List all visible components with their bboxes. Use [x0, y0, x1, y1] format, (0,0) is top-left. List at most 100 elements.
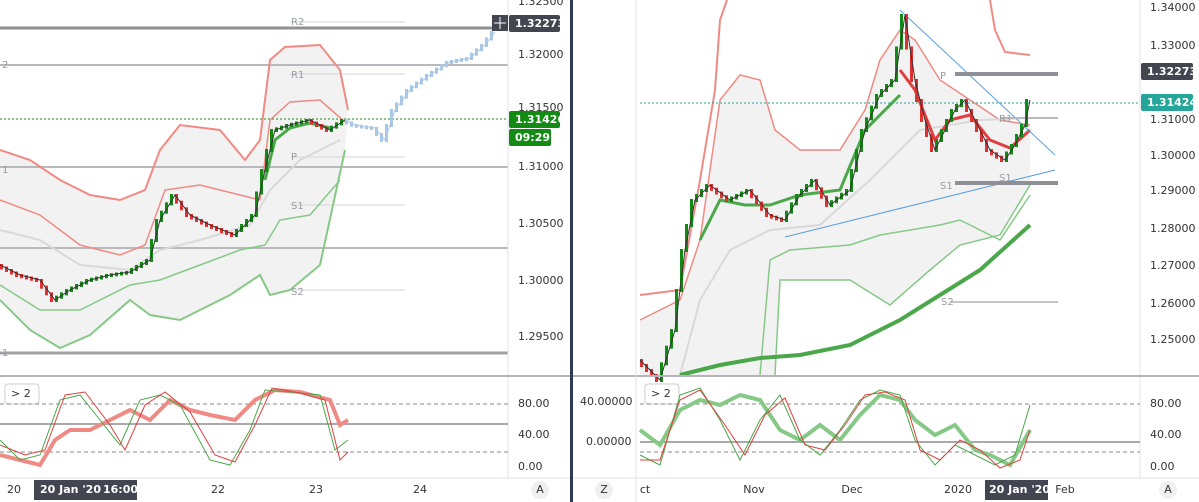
- candle: [910, 46, 913, 82]
- candle: [200, 219, 203, 225]
- decoration: [679, 117, 1031, 376]
- price-label: 1.31000: [1150, 113, 1196, 126]
- time-badge: 20 Jan '20: [989, 483, 1050, 496]
- decoration: [1141, 63, 1193, 80]
- edge-label: 2: [2, 60, 8, 71]
- candle: [970, 109, 973, 122]
- candle: [915, 79, 918, 102]
- indicator-toggle[interactable]: > 2: [11, 387, 31, 400]
- candle: [310, 119, 313, 125]
- candle: [325, 126, 328, 132]
- candle: [395, 102, 398, 112]
- candle: [30, 276, 33, 281]
- indicator-toggle[interactable]: > 2: [651, 387, 671, 400]
- candle: [660, 362, 663, 382]
- osc-label: 80.00: [1150, 397, 1182, 410]
- candle: [375, 127, 378, 136]
- price-label: 1.29000: [1150, 184, 1196, 197]
- scale-button[interactable]: A: [536, 483, 544, 496]
- price-badge: 1.31424: [1147, 96, 1197, 109]
- candle: [45, 285, 48, 296]
- candle: [760, 201, 763, 211]
- candle: [190, 214, 193, 220]
- pivot-label: S2: [941, 297, 954, 308]
- candle: [775, 215, 778, 221]
- candle: [400, 95, 403, 106]
- time-label: 23: [309, 483, 323, 496]
- candle: [860, 129, 863, 152]
- candle: [315, 121, 318, 127]
- candle: [1020, 124, 1023, 137]
- countdown-badge: 09:29: [515, 131, 550, 144]
- candle: [1000, 155, 1003, 162]
- decoration: [899, 9, 1056, 156]
- candle: [390, 109, 393, 127]
- candle: [5, 266, 8, 272]
- pivot-label: P: [291, 152, 297, 163]
- pivot-label: R1: [999, 114, 1012, 125]
- candle: [925, 119, 928, 137]
- candle: [35, 277, 38, 282]
- price-label: 1.34000: [1150, 1, 1196, 14]
- decoration: [640, 389, 1031, 469]
- time-label: 2020: [944, 483, 972, 496]
- candle: [1015, 134, 1018, 147]
- edge-label: 1: [2, 165, 8, 176]
- price-label: 1.31000: [518, 160, 564, 173]
- decoration: [0, 43, 349, 202]
- candle: [215, 226, 218, 231]
- candle: [380, 133, 383, 142]
- candle: [720, 191, 723, 199]
- time-badge: 20 Jan '20: [40, 483, 101, 496]
- candle: [790, 202, 793, 214]
- candle: [920, 99, 923, 122]
- candle: [165, 202, 168, 214]
- osc-label: 0.00: [1150, 460, 1175, 473]
- candle: [715, 187, 718, 195]
- candle: [0, 264, 3, 270]
- price-badge: 1.32273: [515, 17, 565, 30]
- decoration: [0, 119, 346, 301]
- time-label: ct: [640, 483, 651, 496]
- candle: [345, 119, 348, 125]
- osc-label: 0.00000: [586, 435, 632, 448]
- candle: [995, 152, 998, 159]
- price-label: 1.32000: [518, 48, 564, 61]
- time-badge: 16:00: [103, 483, 138, 496]
- candle: [650, 369, 653, 377]
- decoration: [509, 111, 560, 128]
- price-label: 1.30500: [518, 217, 564, 230]
- candle: [945, 119, 948, 132]
- candle: [365, 125, 368, 130]
- candle: [230, 232, 233, 237]
- right-chart: P R1 S1 S1 S2 1.34000 1.33000 1.31000 1.…: [573, 0, 1199, 502]
- decoration: [0, 99, 346, 256]
- candle: [155, 219, 158, 242]
- candle: [680, 249, 683, 292]
- time-label: Dec: [841, 483, 862, 496]
- decoration: [1159, 481, 1177, 499]
- osc-label: 40.00000: [580, 395, 633, 408]
- scale-button[interactable]: A: [1164, 483, 1172, 496]
- candle: [195, 216, 198, 222]
- decoration: [759, 194, 1031, 376]
- zoom-button[interactable]: Z: [600, 483, 608, 496]
- candle: [975, 119, 978, 132]
- decoration: [639, 14, 1031, 381]
- candle: [780, 217, 783, 222]
- candle: [980, 129, 983, 142]
- candle: [765, 207, 768, 217]
- decoration: [679, 223, 1032, 377]
- price-label: 1.27000: [1150, 259, 1196, 272]
- pivot-label: R2: [291, 17, 304, 28]
- candle: [710, 184, 713, 191]
- decoration: [0, 139, 341, 272]
- decoration: [570, 0, 573, 502]
- time-label: Feb: [1055, 483, 1074, 496]
- candle: [405, 89, 408, 99]
- candle: [260, 169, 263, 195]
- candle: [355, 124, 358, 128]
- candle: [690, 199, 693, 227]
- candle: [640, 359, 643, 367]
